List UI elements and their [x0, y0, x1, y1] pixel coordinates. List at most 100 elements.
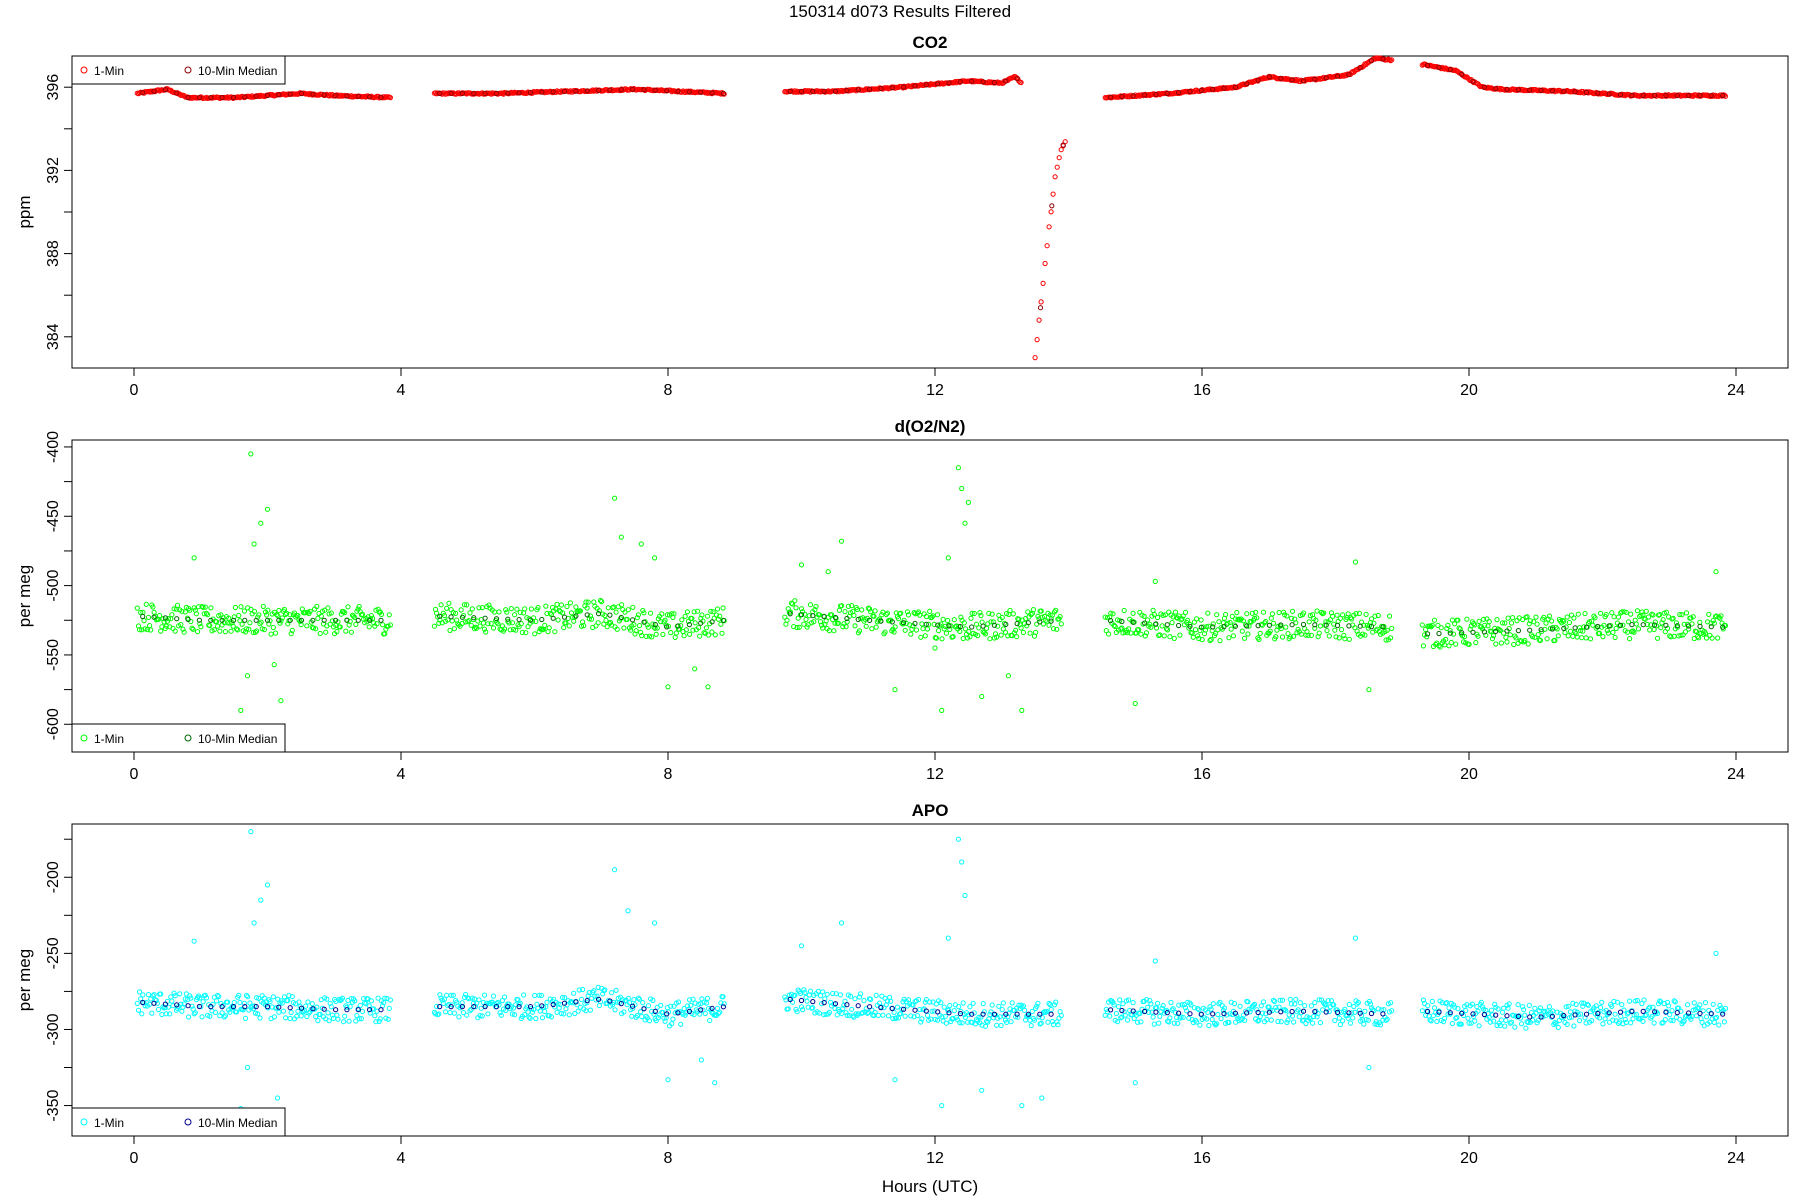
data-point — [304, 623, 310, 629]
data-point — [630, 1005, 636, 1012]
data-point — [714, 606, 721, 612]
median-point — [1549, 88, 1556, 94]
data-point — [242, 629, 249, 635]
data-point — [999, 1007, 1005, 1013]
data-point — [1375, 612, 1381, 619]
median-point — [185, 616, 191, 623]
data-point — [448, 992, 454, 998]
data-point — [700, 1007, 706, 1013]
data-point — [434, 1003, 440, 1010]
data-point — [564, 603, 570, 610]
data-point — [961, 620, 967, 626]
median-point — [584, 88, 590, 94]
data-point — [1650, 1004, 1656, 1010]
median-point — [242, 1004, 248, 1010]
x-tick-label: 12 — [926, 382, 944, 399]
series-group-1 — [134, 451, 1729, 714]
data-point — [1176, 1002, 1182, 1008]
legend-swatch — [184, 66, 192, 74]
median-point — [686, 1008, 693, 1015]
data-point — [927, 608, 933, 615]
data-point — [542, 622, 548, 629]
data-point — [946, 1007, 952, 1014]
data-point — [1710, 618, 1716, 624]
median-point — [832, 614, 839, 621]
data-point — [1281, 609, 1287, 615]
data-point — [171, 606, 177, 612]
median-point — [1164, 90, 1170, 97]
median-point — [1436, 630, 1442, 637]
median-point — [1447, 1010, 1453, 1016]
median-point — [1323, 1009, 1329, 1015]
data-point — [1592, 615, 1598, 621]
data-point — [816, 612, 823, 618]
median-point — [698, 1007, 704, 1013]
data-point — [958, 614, 964, 620]
data-point — [1148, 624, 1154, 630]
data-point — [1693, 629, 1700, 635]
data-point — [1279, 997, 1286, 1003]
data-point — [137, 989, 143, 995]
data-point — [1566, 1015, 1573, 1021]
data-point — [1106, 631, 1112, 637]
median-point — [810, 999, 816, 1005]
data-point — [1514, 618, 1520, 624]
data-point — [449, 618, 455, 624]
data-point — [716, 1010, 722, 1016]
data-point — [197, 621, 203, 627]
data-point — [1627, 636, 1633, 642]
median-point — [1481, 1011, 1488, 1018]
data-point — [1311, 1013, 1317, 1020]
data-point — [1025, 609, 1031, 615]
data-point — [940, 616, 946, 623]
data-point — [639, 1013, 645, 1020]
data-point — [614, 626, 620, 632]
data-point — [264, 612, 270, 618]
data-point — [356, 603, 362, 610]
data-point — [1239, 628, 1245, 634]
data-point — [237, 618, 243, 624]
median-point — [1527, 627, 1533, 633]
data-point — [134, 1000, 140, 1007]
data-point — [194, 629, 201, 635]
data-point — [174, 602, 181, 609]
data-point — [140, 992, 146, 998]
median-point — [1640, 622, 1646, 628]
median-point — [1014, 621, 1020, 627]
data-point — [945, 617, 951, 624]
data-point — [1103, 628, 1109, 634]
data-point — [1275, 1018, 1281, 1025]
data-point — [1228, 626, 1234, 632]
data-point — [819, 622, 825, 628]
legend-label: 10-Min Median — [198, 732, 277, 746]
data-point — [1623, 609, 1629, 615]
median-point — [1130, 1008, 1136, 1014]
data-point — [869, 626, 875, 632]
data-point — [602, 612, 608, 619]
median-point — [957, 79, 964, 85]
data-point — [137, 627, 143, 633]
median-point — [527, 1004, 534, 1010]
median-point — [1323, 75, 1329, 81]
median-point — [1210, 624, 1216, 630]
data-point — [1145, 1004, 1151, 1010]
data-point — [655, 1015, 662, 1021]
data-point — [1019, 1103, 1025, 1109]
data-point — [1325, 998, 1331, 1004]
data-point — [1361, 1021, 1367, 1027]
data-point — [1625, 619, 1632, 625]
data-point — [1499, 620, 1506, 626]
data-point — [1252, 615, 1258, 621]
data-point — [220, 615, 226, 621]
data-point — [1711, 1019, 1717, 1026]
data-point — [1336, 1015, 1342, 1021]
data-point — [979, 693, 985, 700]
data-point — [495, 621, 501, 627]
data-point — [155, 1006, 162, 1013]
data-point — [1491, 633, 1497, 639]
data-point — [1522, 637, 1528, 644]
median-point — [1447, 67, 1453, 73]
median-point — [1606, 1010, 1612, 1016]
data-point — [971, 1010, 977, 1016]
data-point — [485, 1011, 491, 1017]
